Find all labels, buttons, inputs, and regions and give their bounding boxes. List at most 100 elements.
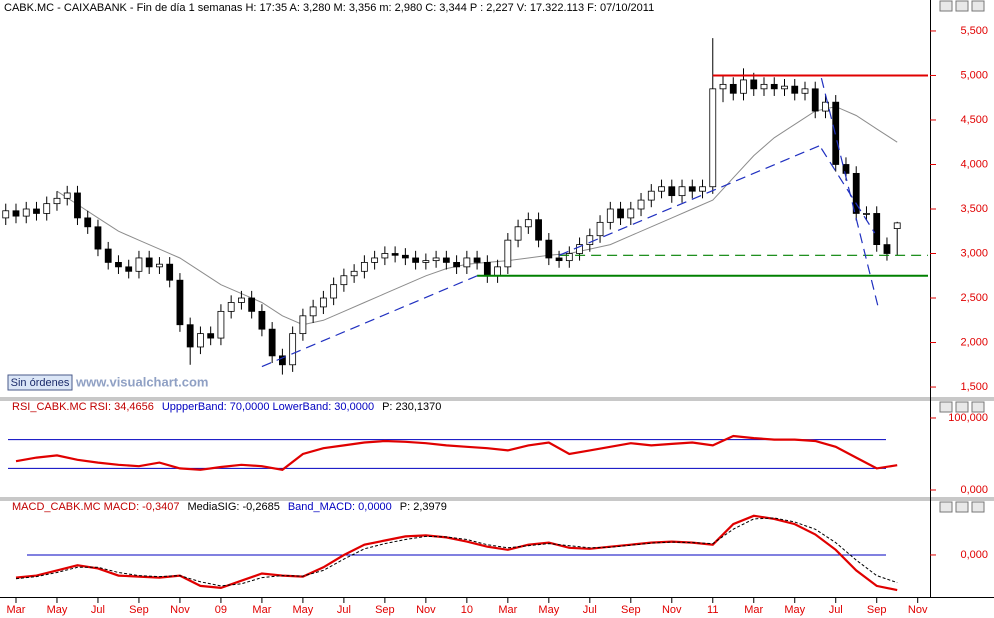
candle-body [524,219,532,228]
minimize-button[interactable] [939,501,953,513]
candle-body [43,203,51,214]
header-part: RSI_CABK.MC RSI: 34,4656 [12,401,154,413]
maximize-button[interactable] [955,401,969,413]
candle-body [258,310,266,330]
candle-body [135,257,143,272]
candle-body [473,257,481,263]
maximize-button[interactable] [955,0,969,12]
minimize-button[interactable] [939,0,953,12]
candle-body [422,260,430,263]
close-button[interactable] [971,501,985,513]
y-tick-label: 3,500 [960,203,988,215]
candle-body [74,192,81,219]
y-tick-label: 1,500 [960,381,988,393]
candle-body [832,101,840,165]
candle-body [781,85,788,90]
candle-body [514,226,522,241]
x-tick-label: Nov [908,604,928,616]
candle-body [688,186,696,192]
candle-body [801,88,809,94]
candle-body [309,306,317,317]
y-tick-label: 2,500 [960,292,988,304]
candle-body [186,324,194,348]
candle-body [617,208,624,219]
close-button[interactable] [971,401,985,413]
candle-body [145,257,153,268]
x-tick-label: Sep [129,604,149,616]
candle-body [197,333,204,348]
header-part: UppperBand: 70,0000 LowerBand: 30,0000 [162,401,374,413]
candle-body [268,328,276,357]
candle-body [863,213,870,215]
candle-body [596,221,604,237]
x-tick-label: Jul [583,604,597,616]
candle-body [2,210,10,219]
candle-body [678,186,686,197]
y-tick-label: 4,500 [960,114,988,126]
x-tick-label: Sep [375,604,395,616]
candle-body [709,88,717,188]
x-tick-label: Jul [91,604,105,616]
x-tick-label: Sep [867,604,887,616]
candle-body [658,186,665,192]
candle-body [84,217,92,228]
candle-body [555,257,563,262]
candle-body [166,263,174,281]
separator [0,497,994,501]
candle-body [104,248,112,263]
candle-body [740,79,747,94]
candle-body [63,192,71,199]
candle-body [227,302,235,312]
candle-body [299,315,307,335]
plot-area [8,434,898,471]
candle-body [360,262,368,272]
candle-body [565,253,573,262]
minimize-button[interactable] [939,401,953,413]
candle-body [401,254,409,259]
candle-body [637,199,645,210]
panel: MACD_CABK.MC MACD: -0,3407 MediaSIG: -0,2… [7,501,988,616]
y-tick-label: 0,000 [960,484,988,496]
candle-body [811,88,819,112]
candle-body [442,257,450,263]
orders-button[interactable] [7,374,73,391]
close-button[interactable] [971,0,985,12]
candle-body [883,244,891,254]
x-tick-label: Nov [662,604,682,616]
indicator-header: MACD_CABK.MC MACD: -0,3407 MediaSIG: -0,2… [12,501,447,513]
maximize-button[interactable] [955,501,969,513]
candle-body [504,239,512,268]
plot-area [2,38,928,375]
candle-body [115,262,122,268]
x-tick-label: Mar [7,604,26,616]
candle-body [248,297,256,312]
candle-body [729,83,737,94]
trend-line [261,275,478,368]
x-tick-label: May [47,604,68,616]
trend-line [820,148,876,234]
indicator-header: RSI_CABK.MC RSI: 34,4656 UppperBand: 70,0… [12,401,441,413]
plot-area [15,514,898,592]
candle-body [12,210,20,217]
x-tick-label: 10 [461,604,473,616]
x-tick-label: Nov [416,604,436,616]
candle-body [176,279,184,326]
x-tick-label: Mar [498,604,517,616]
candle-body [279,355,286,366]
y-tick-label: 0,000 [960,549,988,561]
candle-body [319,297,327,308]
candle-body [852,172,860,214]
y-tick-label: 5,000 [960,69,988,81]
candle-body [699,186,706,192]
candle-body [371,257,379,263]
x-tick-label: May [538,604,559,616]
candle-body [217,310,225,339]
candle-body [289,333,297,366]
candle-body [719,83,727,90]
separator [0,397,994,401]
watermark: www.visualchart.com [75,374,208,389]
candle-body [647,190,655,201]
window-buttons [939,0,985,513]
indicator-line [15,517,898,587]
